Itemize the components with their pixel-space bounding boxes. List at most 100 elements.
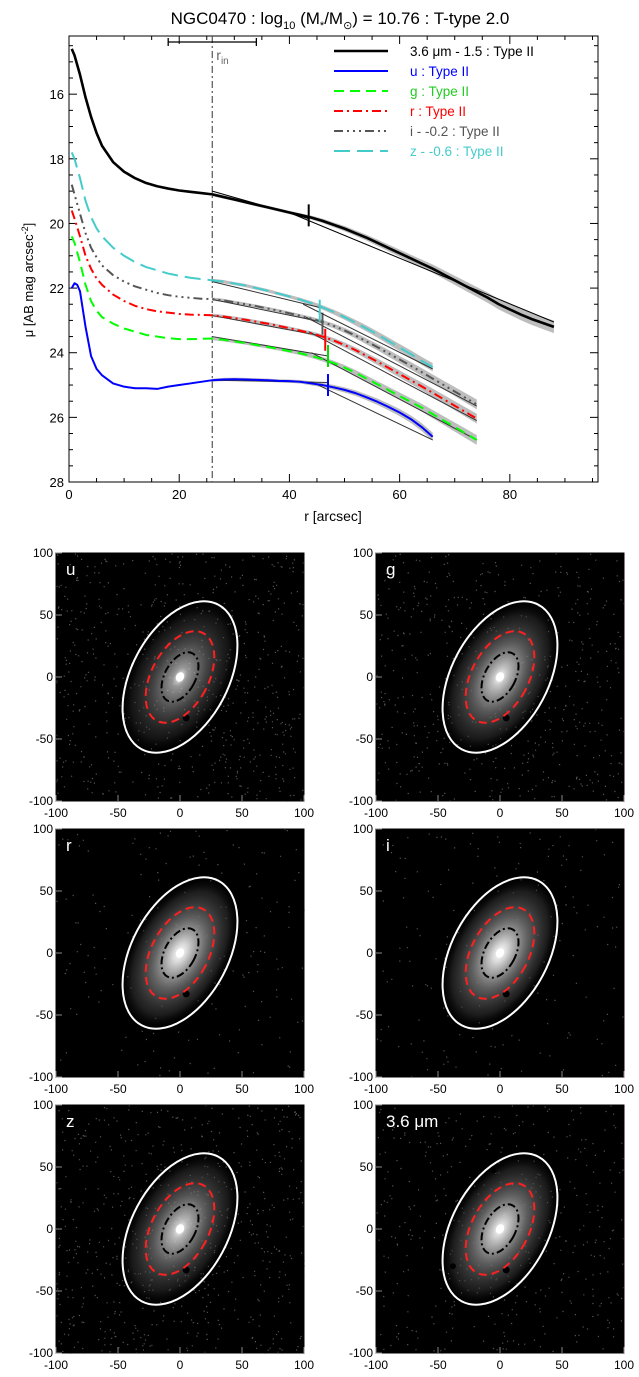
x-tick-label: -50 bbox=[429, 1082, 447, 1096]
y-tick-label: -100 bbox=[29, 1070, 53, 1084]
profile-line-1 bbox=[70, 282, 434, 438]
x-tick-label: 0 bbox=[65, 487, 72, 502]
y-tick-label: 50 bbox=[360, 884, 374, 898]
x-tick-label: -50 bbox=[429, 806, 447, 820]
y-tick-label: 100 bbox=[353, 823, 373, 836]
band-label: r bbox=[66, 836, 72, 855]
legend-label: g : Type II bbox=[410, 84, 469, 99]
outer-ellipse bbox=[441, 876, 559, 1030]
galaxy-nucleus bbox=[495, 672, 505, 682]
x-axis-label: r [arcsec] bbox=[304, 508, 362, 524]
legend-label: 3.6 μm - 1.5 : Type II bbox=[410, 44, 534, 59]
x-tick-label: -50 bbox=[109, 806, 127, 820]
band-label: g bbox=[386, 560, 395, 579]
x-tick-label: 50 bbox=[555, 1082, 569, 1096]
x-tick-label: 50 bbox=[235, 806, 249, 820]
x-tick-label: 0 bbox=[177, 806, 184, 820]
x-tick-label: 80 bbox=[503, 487, 517, 502]
series-error-band bbox=[212, 377, 433, 441]
band-panel-0: -100-100 -50 -50 0 0 50 50 100 100 u bbox=[29, 547, 314, 820]
outer-disk-fit-line bbox=[305, 316, 478, 407]
masked-star bbox=[491, 1168, 497, 1174]
y-tick-label: -100 bbox=[29, 794, 53, 808]
band-label: i bbox=[386, 836, 390, 855]
x-tick-label: -100 bbox=[364, 1358, 388, 1372]
outer-ellipse bbox=[121, 1152, 239, 1306]
background-noise bbox=[56, 553, 306, 802]
y-tick-label: -50 bbox=[36, 732, 54, 746]
y-tick-label: 50 bbox=[40, 1160, 54, 1174]
x-tick-label: -50 bbox=[109, 1358, 127, 1372]
outer-disk-fit-line bbox=[291, 213, 555, 323]
inner-radius-ellipse bbox=[160, 927, 200, 979]
r-in-label: rin bbox=[216, 47, 228, 67]
y-tick-label: 22 bbox=[50, 281, 64, 296]
inner-disk-fit-line bbox=[212, 315, 326, 338]
y-tick-label: 0 bbox=[46, 670, 53, 684]
legend-label: u : Type II bbox=[410, 64, 469, 79]
galaxy-nucleus bbox=[175, 1224, 185, 1234]
inner-disk-fit-line bbox=[212, 281, 320, 308]
y-axis-label: μ [AB mag arcsec-2] bbox=[20, 223, 36, 338]
x-tick-label: 50 bbox=[235, 1358, 249, 1372]
y-tick-label: 50 bbox=[360, 608, 374, 622]
masked-star bbox=[449, 1263, 456, 1270]
x-tick-label: 60 bbox=[392, 487, 406, 502]
outer-ellipse bbox=[441, 600, 559, 754]
series-error-band bbox=[212, 192, 554, 334]
galaxy-nucleus bbox=[175, 948, 185, 958]
y-tick-label: 0 bbox=[366, 670, 373, 684]
x-tick-label: 0 bbox=[497, 1358, 504, 1372]
x-tick-label: -50 bbox=[109, 1082, 127, 1096]
y-tick-label: 26 bbox=[50, 410, 64, 425]
x-tick-label: 50 bbox=[235, 1082, 249, 1096]
isophote-ellipses bbox=[441, 1152, 559, 1306]
y-tick-label: 100 bbox=[33, 1099, 53, 1112]
y-tick-label: 100 bbox=[33, 823, 53, 836]
band-panel-5: -100-100 -50 -50 0 0 50 50 100 100 3.6 μm bbox=[349, 1099, 634, 1372]
x-tick-label: -100 bbox=[44, 1358, 68, 1372]
y-tick-label: -100 bbox=[349, 1070, 373, 1084]
x-tick-label: 100 bbox=[294, 806, 314, 820]
outer-ellipse bbox=[121, 876, 239, 1030]
chart-title: NGC0470 : log10 (M*/M⊙) = 10.76 : T-type… bbox=[171, 9, 510, 32]
y-tick-label: -100 bbox=[29, 1346, 53, 1360]
x-tick-label: 100 bbox=[614, 1358, 634, 1372]
y-tick-label: 24 bbox=[50, 346, 64, 361]
x-tick-label: 0 bbox=[497, 1082, 504, 1096]
band-panel-4: -100-100 -50 -50 0 0 50 50 100 100 z bbox=[29, 1099, 314, 1372]
outer-ellipse bbox=[441, 1152, 559, 1306]
y-tick-label: -50 bbox=[356, 1284, 374, 1298]
outer-ellipse bbox=[121, 600, 239, 754]
isophote-ellipses bbox=[441, 600, 559, 754]
break-radius-ellipse bbox=[144, 1182, 216, 1276]
legend-label: r : Type II bbox=[410, 104, 466, 119]
galaxy-nucleus bbox=[495, 1224, 505, 1234]
y-tick-label: -50 bbox=[356, 1008, 374, 1022]
outer-disk-fit-line bbox=[311, 381, 433, 441]
x-tick-label: -100 bbox=[364, 1082, 388, 1096]
y-tick-label: -50 bbox=[36, 1284, 54, 1298]
y-tick-label: 0 bbox=[46, 1222, 53, 1236]
break-radius-ellipse bbox=[464, 1182, 536, 1276]
break-radius-ellipse bbox=[464, 630, 536, 724]
y-tick-label: -50 bbox=[356, 732, 374, 746]
x-tick-label: 100 bbox=[614, 806, 634, 820]
plot-frame bbox=[68, 35, 599, 483]
inner-radius-ellipse bbox=[480, 651, 520, 703]
break-radius-ellipse bbox=[144, 630, 216, 724]
y-tick-label: 100 bbox=[353, 547, 373, 560]
x-tick-label: -100 bbox=[44, 1082, 68, 1096]
y-tick-label: 0 bbox=[366, 1222, 373, 1236]
y-tick-label: 100 bbox=[353, 1099, 373, 1112]
x-tick-label: 0 bbox=[497, 806, 504, 820]
x-tick-label: -100 bbox=[44, 806, 68, 820]
band-label: 3.6 μm bbox=[386, 1112, 438, 1131]
isophote-ellipses bbox=[441, 876, 559, 1030]
galaxy-nucleus bbox=[175, 672, 185, 682]
inner-disk-fit-line bbox=[212, 298, 323, 323]
profile-line-5 bbox=[70, 151, 434, 369]
y-tick-label: 100 bbox=[33, 547, 53, 560]
y-tick-label: 50 bbox=[40, 608, 54, 622]
x-tick-label: 0 bbox=[177, 1082, 184, 1096]
